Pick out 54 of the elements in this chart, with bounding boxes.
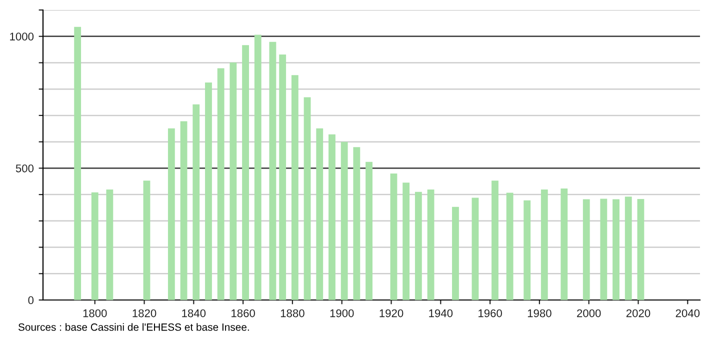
- bar: [353, 147, 360, 300]
- bar: [291, 75, 298, 300]
- bar: [540, 190, 548, 300]
- x-tick-label: 1960: [478, 309, 502, 318]
- bar: [304, 97, 311, 300]
- bar: [427, 190, 434, 300]
- bar: [472, 198, 479, 300]
- bar: [74, 26, 82, 300]
- bar: [254, 34, 262, 300]
- bar: [582, 199, 590, 300]
- bar: [366, 162, 372, 300]
- bar: [637, 199, 644, 300]
- bar: [230, 62, 237, 300]
- x-tick-label: 1980: [528, 309, 552, 318]
- bar: [269, 42, 276, 300]
- x-tick-label: 1820: [132, 309, 156, 318]
- y-tick-label: 1000: [10, 32, 34, 40]
- bar: [279, 54, 286, 300]
- x-tick-label: 2040: [676, 309, 700, 318]
- bar: [143, 180, 150, 300]
- bar: [612, 199, 620, 300]
- bar: [316, 128, 324, 300]
- x-tick-label: 2000: [577, 309, 601, 318]
- bar: [524, 200, 531, 300]
- bar: [192, 104, 200, 300]
- bar: [452, 206, 459, 300]
- bar: [560, 188, 568, 300]
- x-tick-label: 1800: [83, 309, 107, 318]
- x-tick-label: 1860: [232, 309, 255, 318]
- bar: [217, 68, 224, 300]
- x-tick-label: 1880: [280, 309, 304, 318]
- bar: [390, 173, 398, 300]
- bar: [506, 192, 514, 300]
- bar: [340, 142, 348, 300]
- bar: [242, 45, 249, 300]
- bar: [180, 121, 188, 300]
- source-note: Sources : base Cassini de l'EHESS et base Insee.: [18, 323, 249, 331]
- y-tick-label: 0: [28, 296, 34, 304]
- bar: [492, 180, 498, 300]
- x-tick-label: 1920: [380, 309, 404, 318]
- bar: [205, 82, 212, 300]
- bar: [106, 190, 114, 300]
- bar: [624, 196, 632, 300]
- x-tick-label: 2020: [626, 309, 650, 318]
- bar: [402, 182, 410, 300]
- y-tick-label: 500: [16, 164, 34, 172]
- bar: [91, 192, 98, 300]
- x-tick-label: 1900: [330, 309, 354, 318]
- x-tick-label: 1940: [429, 309, 453, 318]
- bar: [168, 128, 175, 300]
- bar: [328, 134, 336, 300]
- bar: [600, 198, 608, 300]
- x-tick-label: 1840: [182, 309, 206, 318]
- bar: [414, 192, 422, 300]
